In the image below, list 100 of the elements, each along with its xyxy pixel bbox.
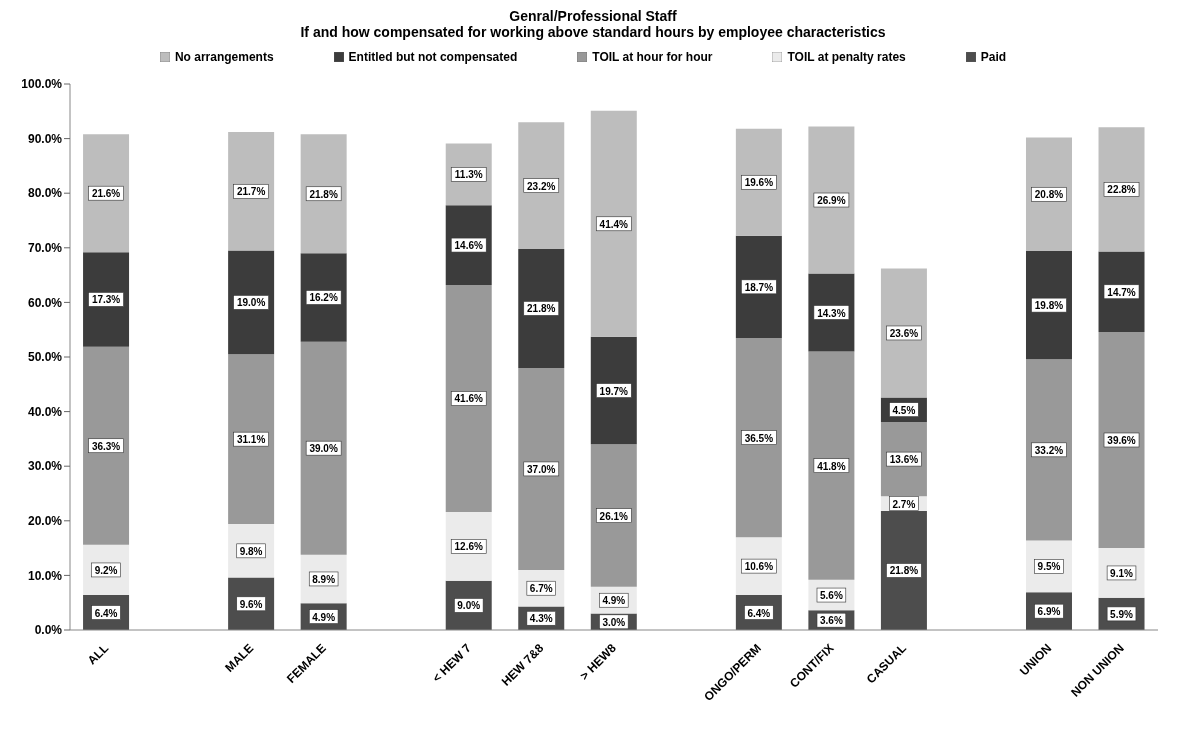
data-label: 19.6% <box>744 177 774 189</box>
legend-label: Paid <box>980 50 1007 64</box>
data-label: 5.9% <box>1110 608 1134 620</box>
data-label: 4.3% <box>529 613 553 625</box>
data-label: 14.3% <box>817 307 846 319</box>
bar <box>518 248 565 368</box>
y-tick-label: 100.0% <box>21 77 63 92</box>
y-tick-label: 10.0% <box>27 568 63 583</box>
data-label: 36.3% <box>91 440 121 452</box>
data-label: 9.6% <box>239 598 263 610</box>
data-label: 21.8% <box>309 188 338 200</box>
data-label: 21.6% <box>91 188 121 200</box>
data-label: 6.9% <box>1037 606 1061 618</box>
bar <box>735 235 782 338</box>
bar <box>590 336 637 445</box>
data-label: 9.8% <box>239 545 263 557</box>
data-label: 5.6% <box>819 590 843 602</box>
data-label: 8.9% <box>312 573 336 585</box>
bar <box>808 126 855 274</box>
bar <box>300 134 347 254</box>
data-label: 4.9% <box>602 595 626 607</box>
data-label: 21.8% <box>889 565 919 577</box>
data-label: 14.6% <box>454 240 484 252</box>
data-label: 26.9% <box>817 195 846 207</box>
y-tick-label: 60.0% <box>27 295 63 310</box>
bar <box>83 346 130 545</box>
data-label: 37.0% <box>527 463 556 475</box>
data-label: 9.1% <box>1110 567 1134 579</box>
bar <box>228 132 275 251</box>
legend-label: No arrangements <box>174 50 274 64</box>
bar <box>590 110 637 337</box>
data-label: 18.7% <box>744 281 774 293</box>
bar <box>1098 331 1145 549</box>
data-label: 11.3% <box>454 169 483 181</box>
y-tick-label: 30.0% <box>27 459 63 474</box>
data-label: 31.1% <box>236 434 266 446</box>
y-tick-label: 80.0% <box>27 186 63 201</box>
data-label: 19.0% <box>236 297 266 309</box>
bar <box>445 284 492 513</box>
y-tick-label: 70.0% <box>27 241 63 256</box>
y-tick-label: 0.0% <box>34 623 63 638</box>
bar <box>1098 127 1145 252</box>
chart-subtitle: If and how compensated for working above standard hours by employee characteristics <box>299 24 887 40</box>
data-label: 26.1% <box>599 510 629 522</box>
data-label: 4.9% <box>312 611 336 623</box>
legend-label: Entitled but not compensated <box>348 50 518 64</box>
bar <box>83 134 130 253</box>
bar <box>735 128 782 236</box>
legend-label: TOIL at penalty rates <box>787 50 906 64</box>
data-label: 3.6% <box>819 615 843 627</box>
data-label: 4.5% <box>892 404 916 416</box>
data-label: 9.0% <box>457 600 481 612</box>
data-label: 13.6% <box>889 454 919 466</box>
data-label: 19.7% <box>599 385 629 397</box>
data-label: 21.8% <box>527 303 556 315</box>
bar <box>300 253 347 342</box>
bar <box>590 444 637 587</box>
y-tick-label: 50.0% <box>27 350 63 365</box>
bar <box>83 252 130 347</box>
bar <box>518 122 565 249</box>
bar <box>735 337 782 538</box>
data-label: 17.3% <box>91 294 121 306</box>
bar <box>1025 251 1072 360</box>
y-tick-label: 40.0% <box>27 404 63 419</box>
y-tick-label: 20.0% <box>27 514 63 529</box>
x-tick-label: ALL <box>84 641 112 668</box>
bar <box>880 268 927 398</box>
bar <box>808 351 855 580</box>
bar <box>300 341 347 555</box>
bar <box>1025 359 1072 541</box>
data-label: 20.8% <box>1034 189 1064 201</box>
data-label: 9.2% <box>94 564 118 576</box>
data-label: 39.0% <box>309 443 338 455</box>
legend-label: TOIL at hour for hour <box>592 50 713 64</box>
data-label: 41.8% <box>817 460 846 472</box>
bar <box>880 510 927 630</box>
bar <box>518 367 565 570</box>
bar <box>228 250 275 355</box>
data-label: 2.7% <box>892 498 916 510</box>
data-label: 23.6% <box>889 327 919 339</box>
data-label: 3.0% <box>602 616 626 628</box>
y-tick-label: 90.0% <box>27 131 63 146</box>
data-label: 6.7% <box>529 583 553 595</box>
data-label: 41.6% <box>454 393 484 405</box>
data-label: 19.8% <box>1034 300 1064 312</box>
chart-title: Genral/Professional Staff <box>508 8 678 24</box>
data-label: 12.6% <box>454 541 484 553</box>
data-label: 21.7% <box>236 186 266 198</box>
data-label: 39.6% <box>1107 434 1136 446</box>
data-label: 9.5% <box>1037 561 1061 573</box>
data-label: 22.8% <box>1107 184 1136 196</box>
data-label: 14.7% <box>1107 286 1136 298</box>
data-label: 33.2% <box>1034 444 1064 456</box>
data-label: 41.4% <box>599 218 629 230</box>
data-label: 6.4% <box>94 607 118 619</box>
data-label: 6.4% <box>747 607 771 619</box>
bar <box>228 354 275 525</box>
data-label: 10.6% <box>744 561 774 573</box>
data-label: 36.5% <box>744 432 774 444</box>
bar <box>1025 137 1072 252</box>
